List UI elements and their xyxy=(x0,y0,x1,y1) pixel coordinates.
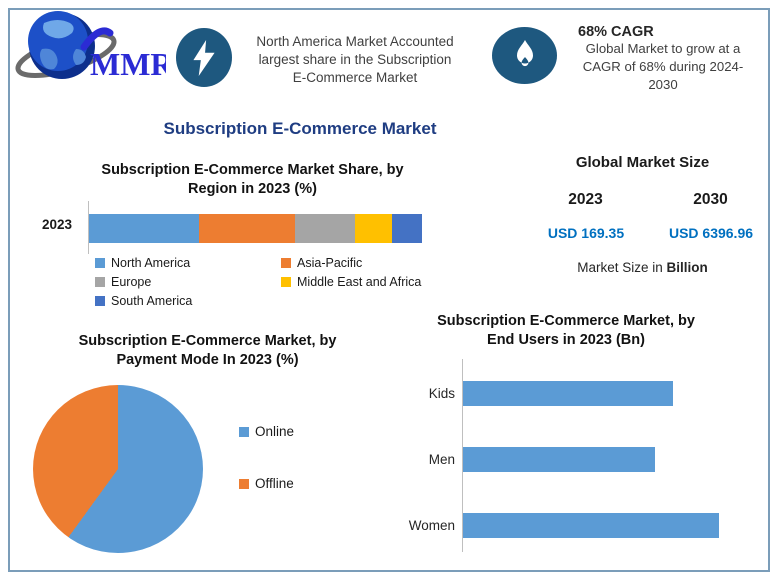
region-chart-axis xyxy=(88,201,89,254)
payment-legend: Online Offline xyxy=(239,424,294,491)
legend-item-south-america: South America xyxy=(95,294,281,308)
cagr-banner: 68% CAGR Global Market to grow at a CAGR… xyxy=(565,24,761,94)
cagr-title: 68% CAGR xyxy=(578,24,654,40)
region-legend: North America Asia-Pacific Europe Middle Ea… xyxy=(95,256,421,308)
endusers-chart-title: Subscription E-Commerce Market, by End U… xyxy=(410,312,722,350)
endusers-title-line-2: End Users in 2023 (Bn) xyxy=(487,332,645,348)
endusers-label-kids: Kids xyxy=(428,385,455,401)
legend-item-north-america: North America xyxy=(95,256,281,270)
endusers-label-men: Men xyxy=(428,451,455,467)
legend-label-europe: Europe xyxy=(111,275,152,289)
endusers-row-men: Men xyxy=(396,434,758,484)
payment-title-line-2: Payment Mode In 2023 (%) xyxy=(116,352,299,368)
cagr-line-2: CAGR of 68% during 2024- xyxy=(582,59,744,74)
endusers-rows: Kids Men Women xyxy=(396,368,758,566)
highlight-line-3: E-Commerce Market xyxy=(292,70,418,85)
endusers-row-women: Women xyxy=(396,500,758,550)
market-size-value-2023: USD 169.35 xyxy=(547,225,625,241)
endusers-track-men xyxy=(463,446,719,472)
highlight-banner-text: North America Market Accounted largest s… xyxy=(236,33,474,87)
payment-chart-title: Subscription E-Commerce Market, by Payme… xyxy=(55,332,360,370)
legend-swatch-south-america xyxy=(95,296,105,306)
endusers-bar-kids xyxy=(463,380,673,406)
mmr-logo: MMR xyxy=(14,9,174,94)
legend-swatch-europe xyxy=(95,277,105,287)
bar-segment-south-america xyxy=(392,214,422,243)
region-stacked-bar xyxy=(89,214,422,243)
legend-label-asia-pacific: Asia-Pacific xyxy=(297,256,363,270)
legend-item-asia-pacific: Asia-Pacific xyxy=(281,256,421,270)
bar-segment-asia-pacific xyxy=(198,214,296,243)
endusers-row-kids: Kids xyxy=(396,368,758,418)
endusers-title-line-1: Subscription E-Commerce Market, by xyxy=(437,313,695,329)
page-title: Subscription E-Commerce Market xyxy=(163,119,437,138)
cagr-line-1: Global Market to grow at a xyxy=(585,41,741,56)
bar-segment-middle-east-and-africa xyxy=(355,214,393,243)
market-size-year-2023: 2023 xyxy=(568,191,603,208)
region-chart-title: Subscription E-Commerce Market Share, by… xyxy=(75,161,430,199)
legend-swatch-offline xyxy=(239,478,249,489)
logo-text: MMR xyxy=(90,46,166,82)
endusers-track-women xyxy=(463,512,719,538)
highlight-line-2: largest share in the Subscription xyxy=(258,52,452,67)
market-size-footnote: Market Size in Billion xyxy=(540,260,745,275)
cagr-line-3: 2030 xyxy=(648,77,678,92)
endusers-bar-women xyxy=(463,512,719,538)
endusers-chart-axis xyxy=(462,359,463,552)
legend-item-europe: Europe xyxy=(95,275,281,289)
legend-swatch-north-america xyxy=(95,258,105,268)
legend-swatch-middle-east-and-africa xyxy=(281,277,291,287)
legend-swatch-asia-pacific xyxy=(281,258,291,268)
legend-swatch-online xyxy=(239,426,249,437)
bar-segment-north-america xyxy=(89,214,199,243)
market-size-title: Global Market Size xyxy=(575,154,710,171)
highlight-line-1: North America Market Accounted xyxy=(256,34,454,49)
region-title-line-2: Region in 2023 (%) xyxy=(188,181,317,197)
endusers-label-women: Women xyxy=(408,517,455,533)
region-title-line-1: Subscription E-Commerce Market Share, by xyxy=(101,162,404,178)
region-category-label: 2023 xyxy=(41,217,73,232)
legend-label-north-america: North America xyxy=(111,256,191,270)
lightning-icon xyxy=(176,28,232,87)
market-size-value-2030: USD 6396.96 xyxy=(668,225,754,241)
legend-item-offline: Offline xyxy=(239,476,294,491)
legend-label-online: Online xyxy=(255,424,295,439)
payment-title-line-1: Subscription E-Commerce Market, by xyxy=(78,333,337,349)
bar-segment-europe xyxy=(295,214,356,243)
payment-pie xyxy=(33,385,203,553)
legend-item-online: Online xyxy=(239,424,294,439)
endusers-track-kids xyxy=(463,380,719,406)
footnote-prefix: Market Size in xyxy=(577,260,667,275)
market-size-year-2030: 2030 xyxy=(693,191,728,208)
flame-icon xyxy=(492,27,557,84)
legend-item-middle-east-and-africa: Middle East and Africa xyxy=(281,275,421,289)
legend-label-south-america: South America xyxy=(111,294,193,308)
footnote-bold: Billion xyxy=(666,260,708,275)
endusers-bar-men xyxy=(463,446,655,472)
legend-label-middle-east-and-africa: Middle East and Africa xyxy=(297,275,422,289)
globe-icon: MMR xyxy=(15,11,174,82)
legend-label-offline: Offline xyxy=(255,476,294,491)
